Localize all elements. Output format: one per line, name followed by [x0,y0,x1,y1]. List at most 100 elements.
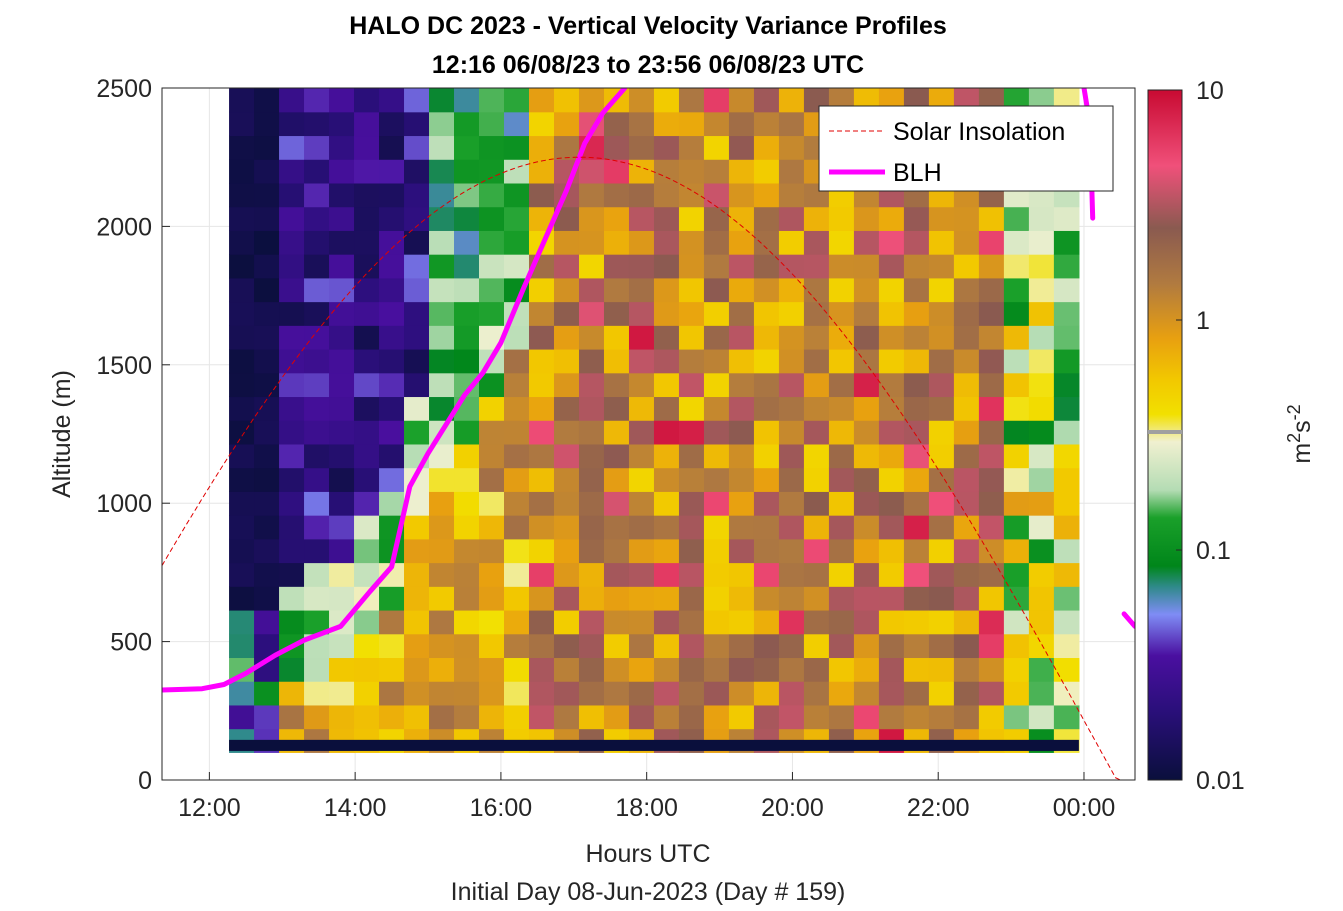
heatmap-cell [503,681,530,706]
heatmap-cell [254,467,280,492]
heatmap-cell [978,420,1005,445]
heatmap-cell [953,396,980,421]
heatmap-cell [903,681,930,706]
heatmap-cell [254,348,280,374]
heatmap-cell [553,491,580,516]
heatmap-cell [454,111,480,137]
heatmap-cell [479,254,505,279]
heatmap-cell [728,135,755,160]
heatmap-cell [603,704,630,730]
heatmap-cell [628,135,655,160]
heatmap-cell [703,467,730,492]
heatmap-cell [1053,230,1080,255]
heatmap-cell [354,657,380,682]
heatmap-cell [678,325,705,350]
heatmap-cell [454,230,480,255]
heatmap-cell [254,420,280,445]
heatmap-cell [628,609,655,635]
heatmap-cell [803,657,830,682]
heatmap-cell [329,182,355,208]
heatmap-cell [653,633,680,659]
heatmap-cell [429,230,455,255]
heatmap-cell [678,491,705,516]
heatmap-cell [553,515,580,540]
heatmap-cell [354,538,380,564]
heatmap-cell [578,538,605,564]
heatmap-cell [503,420,530,445]
heatmap-cell [454,254,480,279]
heatmap-cell [229,135,255,160]
heatmap-cell [329,396,355,421]
heatmap-cell [578,609,605,635]
heatmap-cell [1053,681,1080,706]
x-tick-label: 12:00 [178,794,241,822]
heatmap-cell [379,467,405,492]
heatmap-cell [279,396,305,421]
heatmap-cell [1028,396,1055,421]
heatmap-cell [578,301,605,326]
heatmap-cell [503,704,530,730]
heatmap-cell [903,420,930,445]
colorbar-tick-label: 1 [1196,307,1210,335]
heatmap-cell [878,206,905,231]
heatmap-cell [728,704,755,730]
heatmap-cell [354,348,380,374]
heatmap-cell [928,633,955,659]
heatmap-cell [329,230,355,255]
heatmap-cell [528,348,555,374]
heatmap-cell [528,633,555,659]
heatmap-cell [1003,301,1030,326]
heatmap-cell [229,491,255,516]
heatmap-cell [778,348,805,374]
heatmap-cell [528,301,555,326]
heatmap-cell [703,633,730,659]
heatmap-cell [429,657,455,682]
colorbar-gradient [1147,89,1183,781]
heatmap-cell [778,135,805,160]
heatmap-cell [853,586,880,611]
heatmap-cell [928,491,955,516]
heatmap-cell [429,372,455,398]
heatmap-cell [429,135,455,160]
heatmap-cell [728,206,755,231]
heatmap-cell [454,159,480,184]
heatmap-cell [578,467,605,492]
heatmap-cell [603,135,630,160]
heatmap-cell [778,586,805,611]
heatmap-cell [903,301,930,326]
heatmap-cell [254,704,280,730]
heatmap-cell [329,135,355,160]
heatmap-cell [703,491,730,516]
colorbar-tick-label: 10 [1196,77,1224,105]
heatmap-cell [1003,277,1030,303]
heatmap-cell [953,277,980,303]
heatmap-cell [628,348,655,374]
heatmap-cell [703,111,730,137]
heatmap-cell [1028,372,1055,398]
heatmap-cell [1028,538,1055,564]
heatmap-cell [603,491,630,516]
heatmap-cell [703,562,730,587]
heatmap-cell [503,586,530,611]
heatmap-cell [853,515,880,540]
heatmap-cell [553,135,580,160]
heatmap-cell [578,325,605,350]
heatmap-cell [454,420,480,445]
heatmap-cell [229,206,255,231]
heatmap-cell [1003,254,1030,279]
heatmap-cell [903,254,930,279]
heatmap-cell [853,633,880,659]
heatmap-cell [304,704,330,730]
heatmap-cell [978,254,1005,279]
heatmap-cell [254,206,280,231]
heatmap-cell [628,704,655,730]
heatmap-cell [429,325,455,350]
legend: Solar Insolation BLH [818,105,1114,192]
heatmap-cell [678,135,705,160]
heatmap-cell [1028,277,1055,303]
heatmap-cell [279,182,305,208]
heatmap-cell [903,657,930,682]
heatmap-cell [628,396,655,421]
heatmap-cell [479,657,505,682]
heatmap-cell [678,88,705,113]
